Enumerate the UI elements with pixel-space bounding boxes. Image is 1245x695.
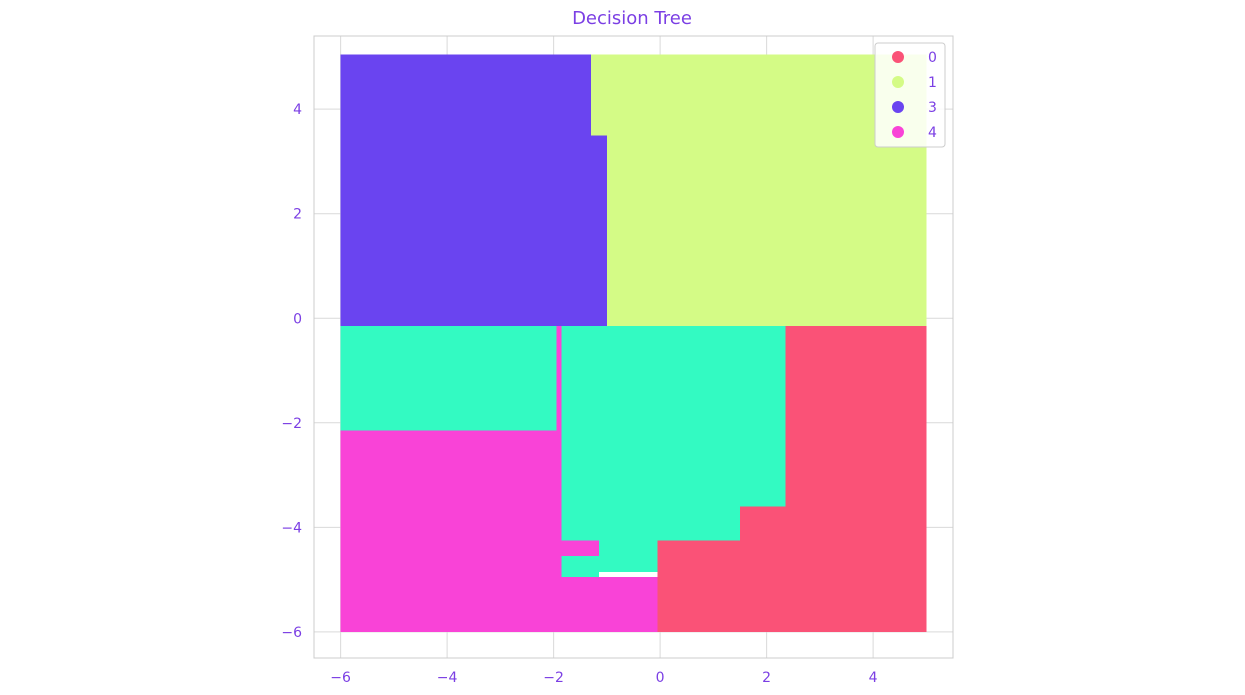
region-class-2-8 xyxy=(556,556,599,577)
y-tick-label: −6 xyxy=(281,625,302,641)
x-tick-label: 0 xyxy=(656,670,665,686)
region-class-1-2 xyxy=(590,54,927,136)
plot-frame xyxy=(313,35,954,659)
region-class-1-3 xyxy=(606,135,927,327)
x-tick-label: −2 xyxy=(543,670,564,686)
region-class-0-15 xyxy=(657,540,740,632)
legend-label-3: 3 xyxy=(928,100,937,116)
legend-label-0: 0 xyxy=(928,50,937,66)
legend-label-4: 4 xyxy=(928,125,937,141)
x-tick-label: −4 xyxy=(437,670,458,686)
region-class-0-14 xyxy=(740,506,786,632)
legend-marker-4 xyxy=(892,126,904,138)
region-class-2-7 xyxy=(598,540,658,572)
legend-marker-1 xyxy=(892,76,904,88)
region-class-4-12 xyxy=(556,540,599,557)
region-class-4-11 xyxy=(561,576,658,632)
region-class-0-13 xyxy=(785,326,927,632)
y-tick-label: −2 xyxy=(281,416,302,432)
legend: 0 1 3 4 xyxy=(874,42,946,148)
legend-marker-0 xyxy=(892,51,904,63)
region-class-2-4 xyxy=(340,326,557,431)
region-class-4-10 xyxy=(556,326,562,431)
legend-marker-3 xyxy=(892,101,904,113)
region-class-2-6 xyxy=(561,506,740,541)
x-tick-label: 2 xyxy=(762,670,771,686)
x-axis-ticks: −6 −4 −2 0 2 4 xyxy=(330,670,877,686)
y-tick-label: −4 xyxy=(281,520,302,536)
legend-label-1: 1 xyxy=(928,75,937,91)
y-tick-label: 4 xyxy=(293,102,302,118)
x-tick-label: 4 xyxy=(869,670,878,686)
y-tick-label: 2 xyxy=(293,207,302,223)
chart-title: Decision Tree xyxy=(572,8,692,29)
region-class-4-9 xyxy=(340,430,562,632)
region-class-2-5 xyxy=(561,326,786,507)
x-tick-label: −6 xyxy=(330,670,351,686)
y-tick-label: 0 xyxy=(293,311,302,327)
decision-regions xyxy=(340,54,927,632)
region-class-3-1 xyxy=(340,135,607,327)
y-axis-ticks: −6 −4 −2 0 2 4 xyxy=(281,102,302,641)
legend-box xyxy=(874,42,946,148)
region-class-3-0 xyxy=(340,54,591,136)
